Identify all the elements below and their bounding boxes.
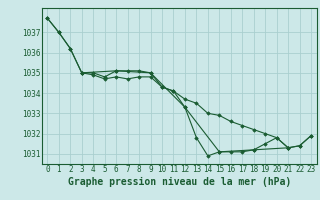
X-axis label: Graphe pression niveau de la mer (hPa): Graphe pression niveau de la mer (hPa) (68, 177, 291, 187)
